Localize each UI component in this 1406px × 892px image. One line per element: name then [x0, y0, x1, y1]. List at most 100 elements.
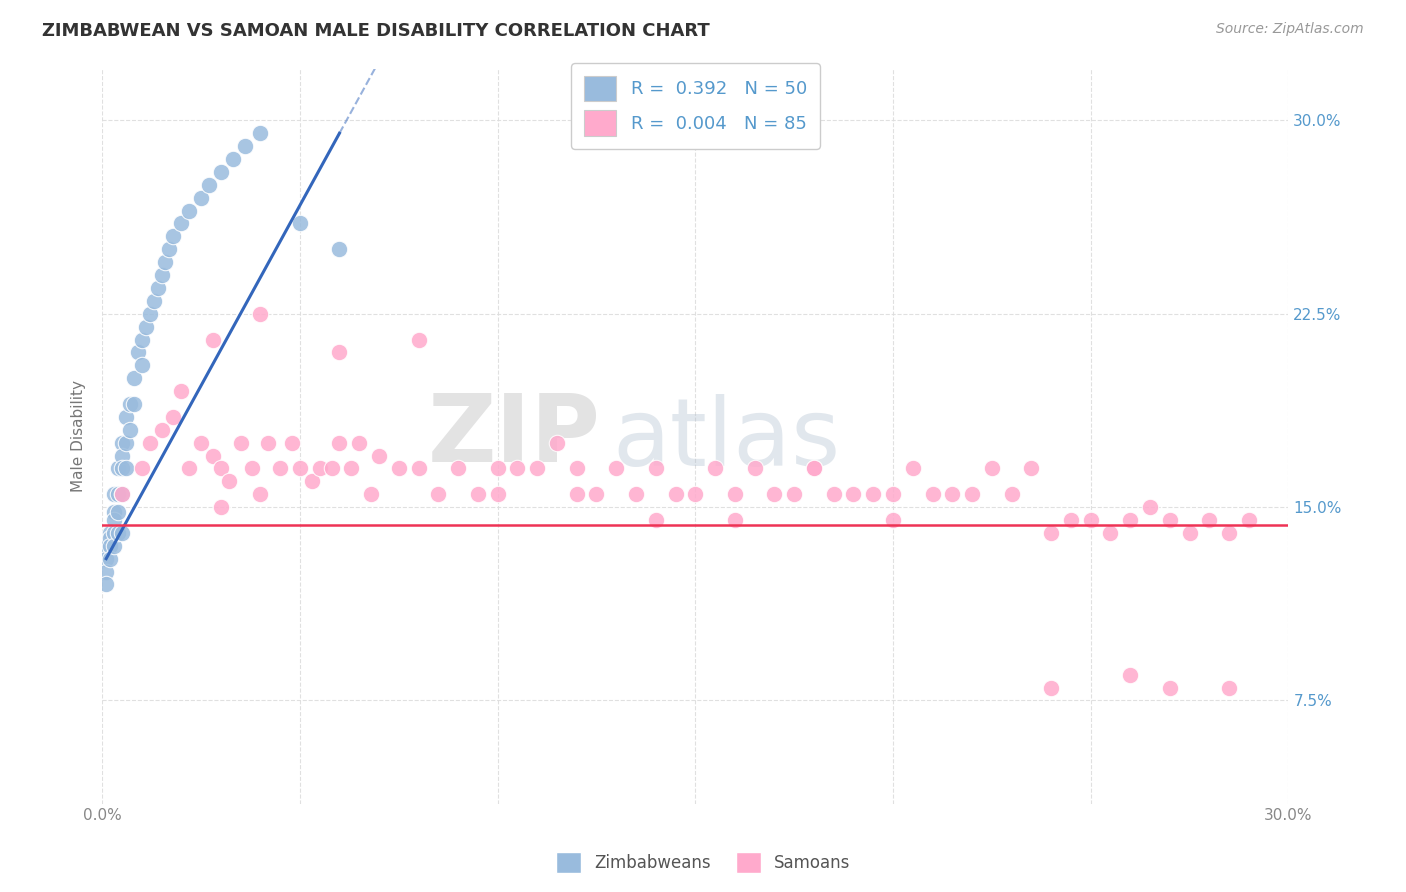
Point	[467, 487, 489, 501]
Point	[201, 333, 224, 347]
Point	[1060, 513, 1083, 527]
Text: ZIP: ZIP	[427, 390, 600, 483]
Point	[107, 487, 129, 501]
Point	[209, 461, 232, 475]
Legend: Zimbabweans, Samoans: Zimbabweans, Samoans	[548, 846, 858, 880]
Point	[269, 461, 291, 475]
Point	[980, 461, 1002, 475]
Point	[1080, 513, 1102, 527]
Point	[803, 461, 825, 475]
Point	[288, 217, 311, 231]
Point	[209, 165, 232, 179]
Point	[388, 461, 411, 475]
Point	[155, 255, 177, 269]
Point	[122, 397, 145, 411]
Point	[328, 345, 350, 359]
Point	[135, 319, 157, 334]
Point	[565, 487, 588, 501]
Point	[882, 487, 904, 501]
Point	[1159, 513, 1181, 527]
Point	[162, 229, 184, 244]
Point	[744, 461, 766, 475]
Point	[190, 435, 212, 450]
Point	[921, 487, 943, 501]
Point	[281, 435, 304, 450]
Point	[1119, 667, 1142, 681]
Point	[486, 487, 509, 501]
Point	[624, 487, 647, 501]
Point	[118, 397, 141, 411]
Point	[142, 293, 165, 308]
Point	[190, 191, 212, 205]
Point	[111, 435, 134, 450]
Point	[209, 500, 232, 514]
Point	[1040, 681, 1063, 695]
Point	[131, 333, 153, 347]
Point	[146, 281, 169, 295]
Point	[115, 461, 138, 475]
Point	[1001, 487, 1024, 501]
Point	[111, 487, 134, 501]
Point	[131, 461, 153, 475]
Point	[111, 449, 134, 463]
Point	[98, 531, 121, 545]
Point	[103, 505, 125, 519]
Point	[107, 505, 129, 519]
Point	[526, 461, 548, 475]
Point	[122, 371, 145, 385]
Point	[685, 487, 707, 501]
Point	[862, 487, 884, 501]
Point	[98, 525, 121, 540]
Point	[242, 461, 264, 475]
Point	[960, 487, 983, 501]
Point	[103, 525, 125, 540]
Point	[447, 461, 470, 475]
Point	[249, 487, 271, 501]
Point	[150, 423, 173, 437]
Point	[1119, 513, 1142, 527]
Point	[179, 461, 201, 475]
Point	[218, 475, 240, 489]
Point	[605, 461, 627, 475]
Point	[321, 461, 343, 475]
Text: Source: ZipAtlas.com: Source: ZipAtlas.com	[1216, 22, 1364, 37]
Point	[131, 359, 153, 373]
Point	[901, 461, 924, 475]
Point	[170, 217, 193, 231]
Point	[96, 577, 118, 591]
Point	[229, 435, 252, 450]
Point	[118, 423, 141, 437]
Point	[111, 525, 134, 540]
Point	[486, 461, 509, 475]
Point	[103, 487, 125, 501]
Point	[1159, 681, 1181, 695]
Point	[724, 513, 747, 527]
Point	[138, 307, 160, 321]
Point	[103, 513, 125, 527]
Point	[96, 539, 118, 553]
Point	[842, 487, 865, 501]
Point	[198, 178, 221, 192]
Point	[328, 435, 350, 450]
Point	[803, 461, 825, 475]
Point	[565, 461, 588, 475]
Point	[408, 333, 430, 347]
Point	[941, 487, 963, 501]
Point	[288, 461, 311, 475]
Point	[763, 487, 786, 501]
Point	[1178, 525, 1201, 540]
Point	[159, 242, 181, 256]
Point	[107, 461, 129, 475]
Point	[96, 551, 118, 566]
Point	[427, 487, 450, 501]
Legend: R =  0.392   N = 50, R =  0.004   N = 85: R = 0.392 N = 50, R = 0.004 N = 85	[571, 63, 820, 148]
Point	[347, 435, 370, 450]
Point	[783, 487, 806, 501]
Point	[1040, 525, 1063, 540]
Point	[98, 551, 121, 566]
Point	[1099, 525, 1122, 540]
Point	[107, 525, 129, 540]
Point	[360, 487, 382, 501]
Point	[308, 461, 330, 475]
Point	[1198, 513, 1220, 527]
